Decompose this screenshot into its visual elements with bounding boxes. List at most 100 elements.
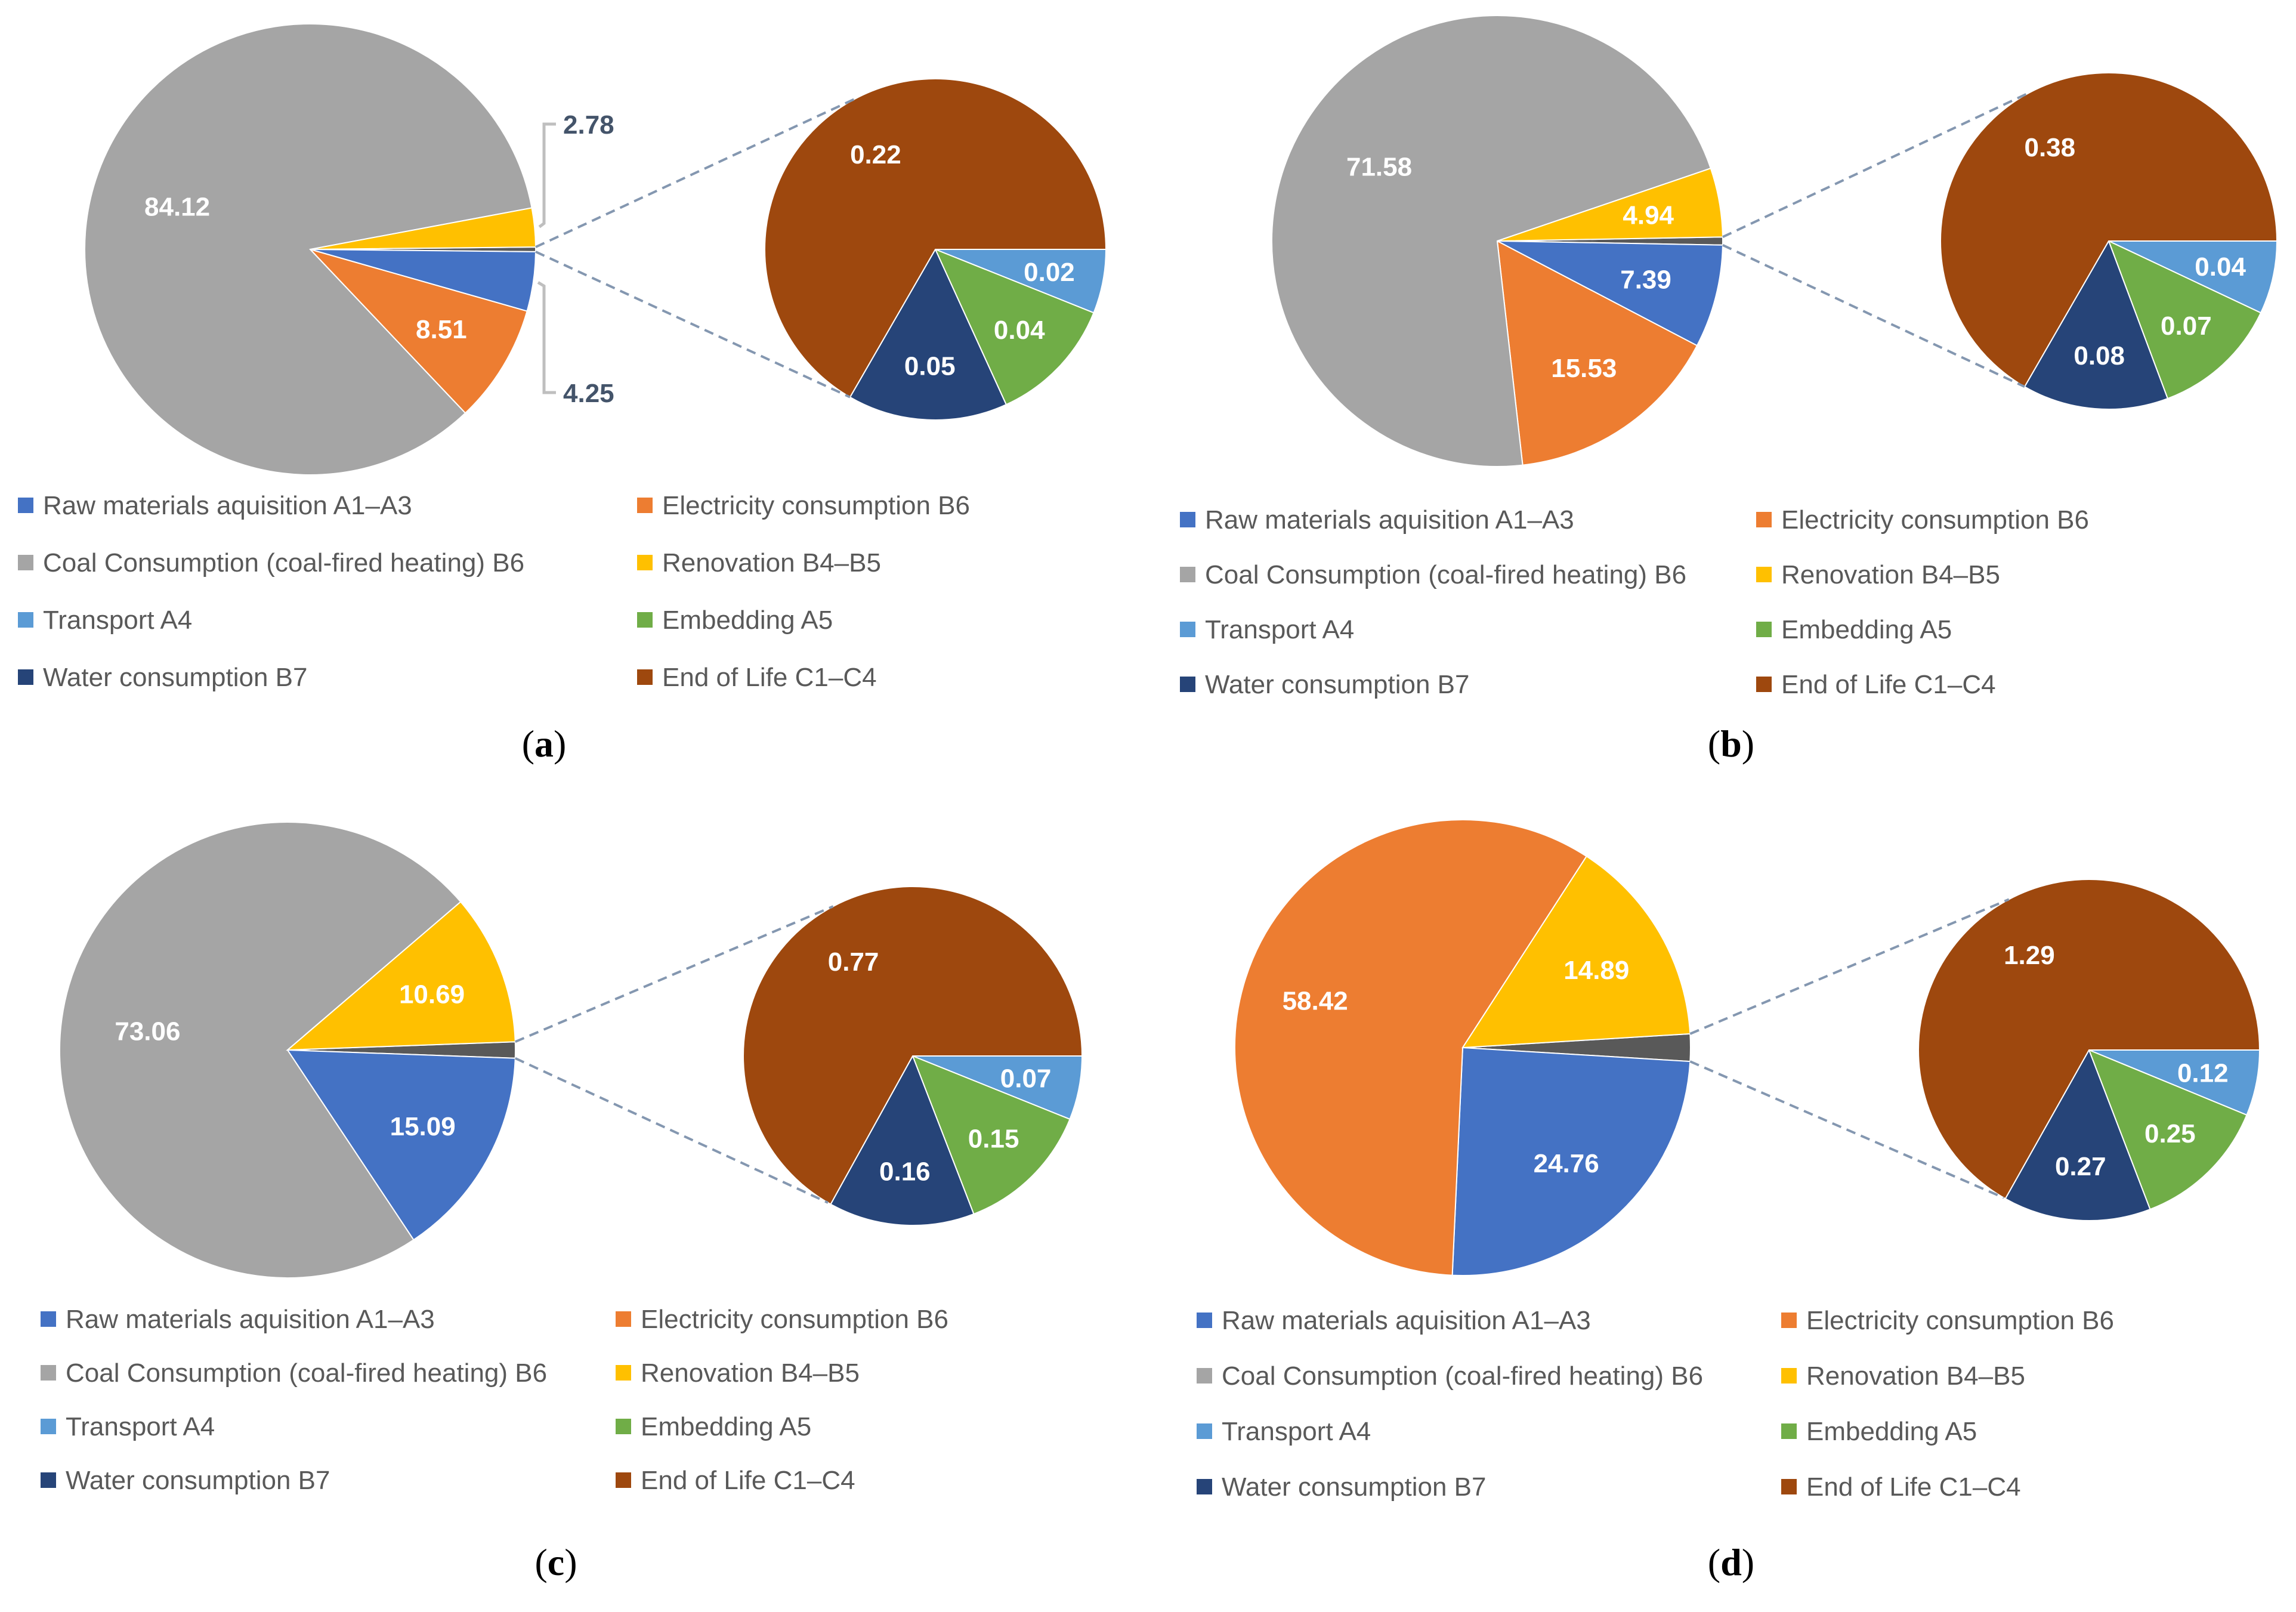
- legend-label-water: Water consumption B7: [66, 1466, 330, 1495]
- legend-swatch-coal: [41, 1365, 56, 1381]
- pie-slice-coal: [59, 822, 462, 1279]
- panel-caption-c: (c): [534, 1541, 577, 1583]
- detail-slice-water: [849, 248, 1008, 421]
- pie-slice-raw_materials: [1451, 1046, 1691, 1276]
- connector-line-bottom: [535, 251, 851, 399]
- detail-label-transport: 0.12: [2177, 1059, 2229, 1088]
- detail-label-transport: 0.07: [1000, 1064, 1052, 1094]
- callout-line-renovation: [538, 122, 556, 228]
- legend-swatch-electricity: [1756, 512, 1772, 527]
- pie-slice-electricity: [1234, 819, 1588, 1276]
- legend-label-coal: Coal Consumption (coal-fired heating) B6: [1205, 560, 1686, 589]
- legend-label-embedding: Embedding A5: [662, 606, 833, 635]
- legend-label-coal: Coal Consumption (coal-fired heating) B6: [1222, 1361, 1703, 1391]
- data-label-raw_materials: 15.09: [390, 1112, 456, 1141]
- detail-label-water: 0.16: [879, 1157, 931, 1187]
- legend-label-embedding: Embedding A5: [1806, 1417, 1977, 1446]
- connector-line-top: [1722, 91, 2031, 239]
- legend-d: Raw materials aquisition A1–A3 Electricit…: [1197, 1306, 2114, 1502]
- pie-slice-coal: [84, 23, 533, 475]
- connector-line-bottom: [514, 1057, 829, 1204]
- legend-label-water: Water consumption B7: [43, 663, 307, 692]
- legend-label-electricity: Electricity consumption B6: [1781, 505, 2089, 535]
- connector-line-top: [535, 97, 856, 248]
- legend-label-electricity: Electricity consumption B6: [641, 1305, 948, 1334]
- detail-slice-water: [2023, 239, 2169, 410]
- legend-label-renovation: Renovation B4–B5: [641, 1358, 860, 1388]
- detail-label-water: 0.05: [904, 351, 956, 381]
- connector-line-top: [514, 905, 834, 1043]
- legend-swatch-transport: [1180, 622, 1195, 637]
- legend-label-raw_materials: Raw materials aquisition A1–A3: [66, 1305, 435, 1334]
- legend-label-water: Water consumption B7: [1205, 670, 1469, 699]
- data-label-raw_materials: 7.39: [1620, 265, 1671, 295]
- legend-c: Raw materials aquisition A1–A3 Electricit…: [41, 1305, 948, 1495]
- connector-line-top: [1689, 898, 2010, 1035]
- detail-slice-embedding: [934, 248, 1095, 406]
- legend-swatch-renovation: [637, 555, 653, 570]
- detail-label-end_of_life: 1.29: [2004, 941, 2055, 970]
- callout-line-raw_materials: [537, 281, 556, 394]
- chart-panel-d: 24.76 58.42 14.89 0.12 0.25 0.27 1.29 Raw mater…: [1197, 819, 2261, 1583]
- legend-swatch-raw_materials: [18, 498, 33, 513]
- pie-slice-renovation: [1461, 855, 1691, 1049]
- detail-label-embedding: 0.04: [994, 316, 1045, 345]
- chart-panel-b: 7.39 15.53 71.58 4.94 0.04 0.07 0.08 0.38 Raw ma…: [1180, 14, 2278, 765]
- data-label-renovation: 10.69: [399, 980, 465, 1009]
- data-label-raw_materials: 24.76: [1534, 1149, 1599, 1178]
- legend-swatch-renovation: [1781, 1368, 1797, 1384]
- legend-swatch-embedding: [637, 612, 653, 628]
- legend-swatch-embedding: [616, 1419, 631, 1434]
- legend-b: Raw materials aquisition A1–A3 Electricit…: [1180, 505, 2089, 699]
- detail-slice-end_of_life: [743, 886, 1083, 1205]
- legend-label-raw_materials: Raw materials aquisition A1–A3: [43, 491, 412, 520]
- data-label-raw_materials: 4.25: [563, 379, 614, 408]
- detail-slice-embedding: [2088, 1049, 2248, 1210]
- pie-slice-coal: [1271, 14, 1712, 467]
- legend-label-transport: Transport A4: [43, 606, 192, 635]
- legend-label-electricity: Electricity consumption B6: [662, 491, 970, 520]
- legend-swatch-raw_materials: [41, 1311, 56, 1327]
- legend-swatch-end_of_life: [1781, 1479, 1797, 1494]
- legend-label-embedding: Embedding A5: [641, 1412, 811, 1441]
- legend-swatch-electricity: [1781, 1313, 1797, 1328]
- legend-swatch-coal: [1197, 1368, 1212, 1384]
- legend-swatch-coal: [1180, 567, 1195, 582]
- detail-label-embedding: 0.07: [2161, 311, 2212, 341]
- detail-label-end_of_life: 0.22: [850, 140, 901, 169]
- connector-line-bottom: [1722, 243, 2025, 388]
- legend-label-transport: Transport A4: [66, 1412, 215, 1441]
- detail-slice-embedding: [2108, 240, 2262, 400]
- legend-swatch-end_of_life: [616, 1472, 631, 1488]
- legend-swatch-water: [41, 1472, 56, 1488]
- panel-caption-b: (b): [1708, 722, 1754, 765]
- pie-slice-electricity: [308, 248, 528, 414]
- legend-label-end_of_life: End of Life C1–C4: [641, 1466, 855, 1495]
- legend-label-end_of_life: End of Life C1–C4: [662, 663, 877, 692]
- legend-label-renovation: Renovation B4–B5: [662, 548, 881, 578]
- detail-label-transport: 0.04: [2195, 252, 2246, 282]
- legend-swatch-end_of_life: [637, 669, 653, 685]
- legend-swatch-raw_materials: [1180, 512, 1195, 527]
- detail-label-water: 0.27: [2055, 1152, 2106, 1181]
- legend-swatch-raw_materials: [1197, 1313, 1212, 1328]
- legend-label-raw_materials: Raw materials aquisition A1–A3: [1222, 1306, 1591, 1335]
- legend-swatch-coal: [18, 555, 33, 570]
- data-label-coal: 84.12: [144, 193, 210, 222]
- panel-caption-a: (a): [522, 722, 567, 765]
- legend-label-coal: Coal Consumption (coal-fired heating) B6: [66, 1358, 547, 1388]
- legend-label-end_of_life: End of Life C1–C4: [1781, 670, 1996, 699]
- data-label-renovation: 2.78: [563, 110, 614, 140]
- legend-swatch-water: [1197, 1479, 1212, 1494]
- legend-swatch-water: [18, 669, 33, 685]
- data-label-renovation: 4.94: [1623, 201, 1674, 230]
- data-label-electricity: 8.51: [416, 315, 467, 344]
- detail-slice-embedding: [911, 1055, 1071, 1215]
- legend-label-transport: Transport A4: [1205, 615, 1354, 644]
- detail-label-end_of_life: 0.77: [828, 947, 879, 977]
- legend-label-renovation: Renovation B4–B5: [1781, 560, 2000, 589]
- detail-label-embedding: 0.25: [2144, 1119, 2196, 1148]
- pie-slice-renovation: [286, 901, 516, 1051]
- legend-a: Raw materials aquisition A1–A3 Electricit…: [18, 491, 970, 692]
